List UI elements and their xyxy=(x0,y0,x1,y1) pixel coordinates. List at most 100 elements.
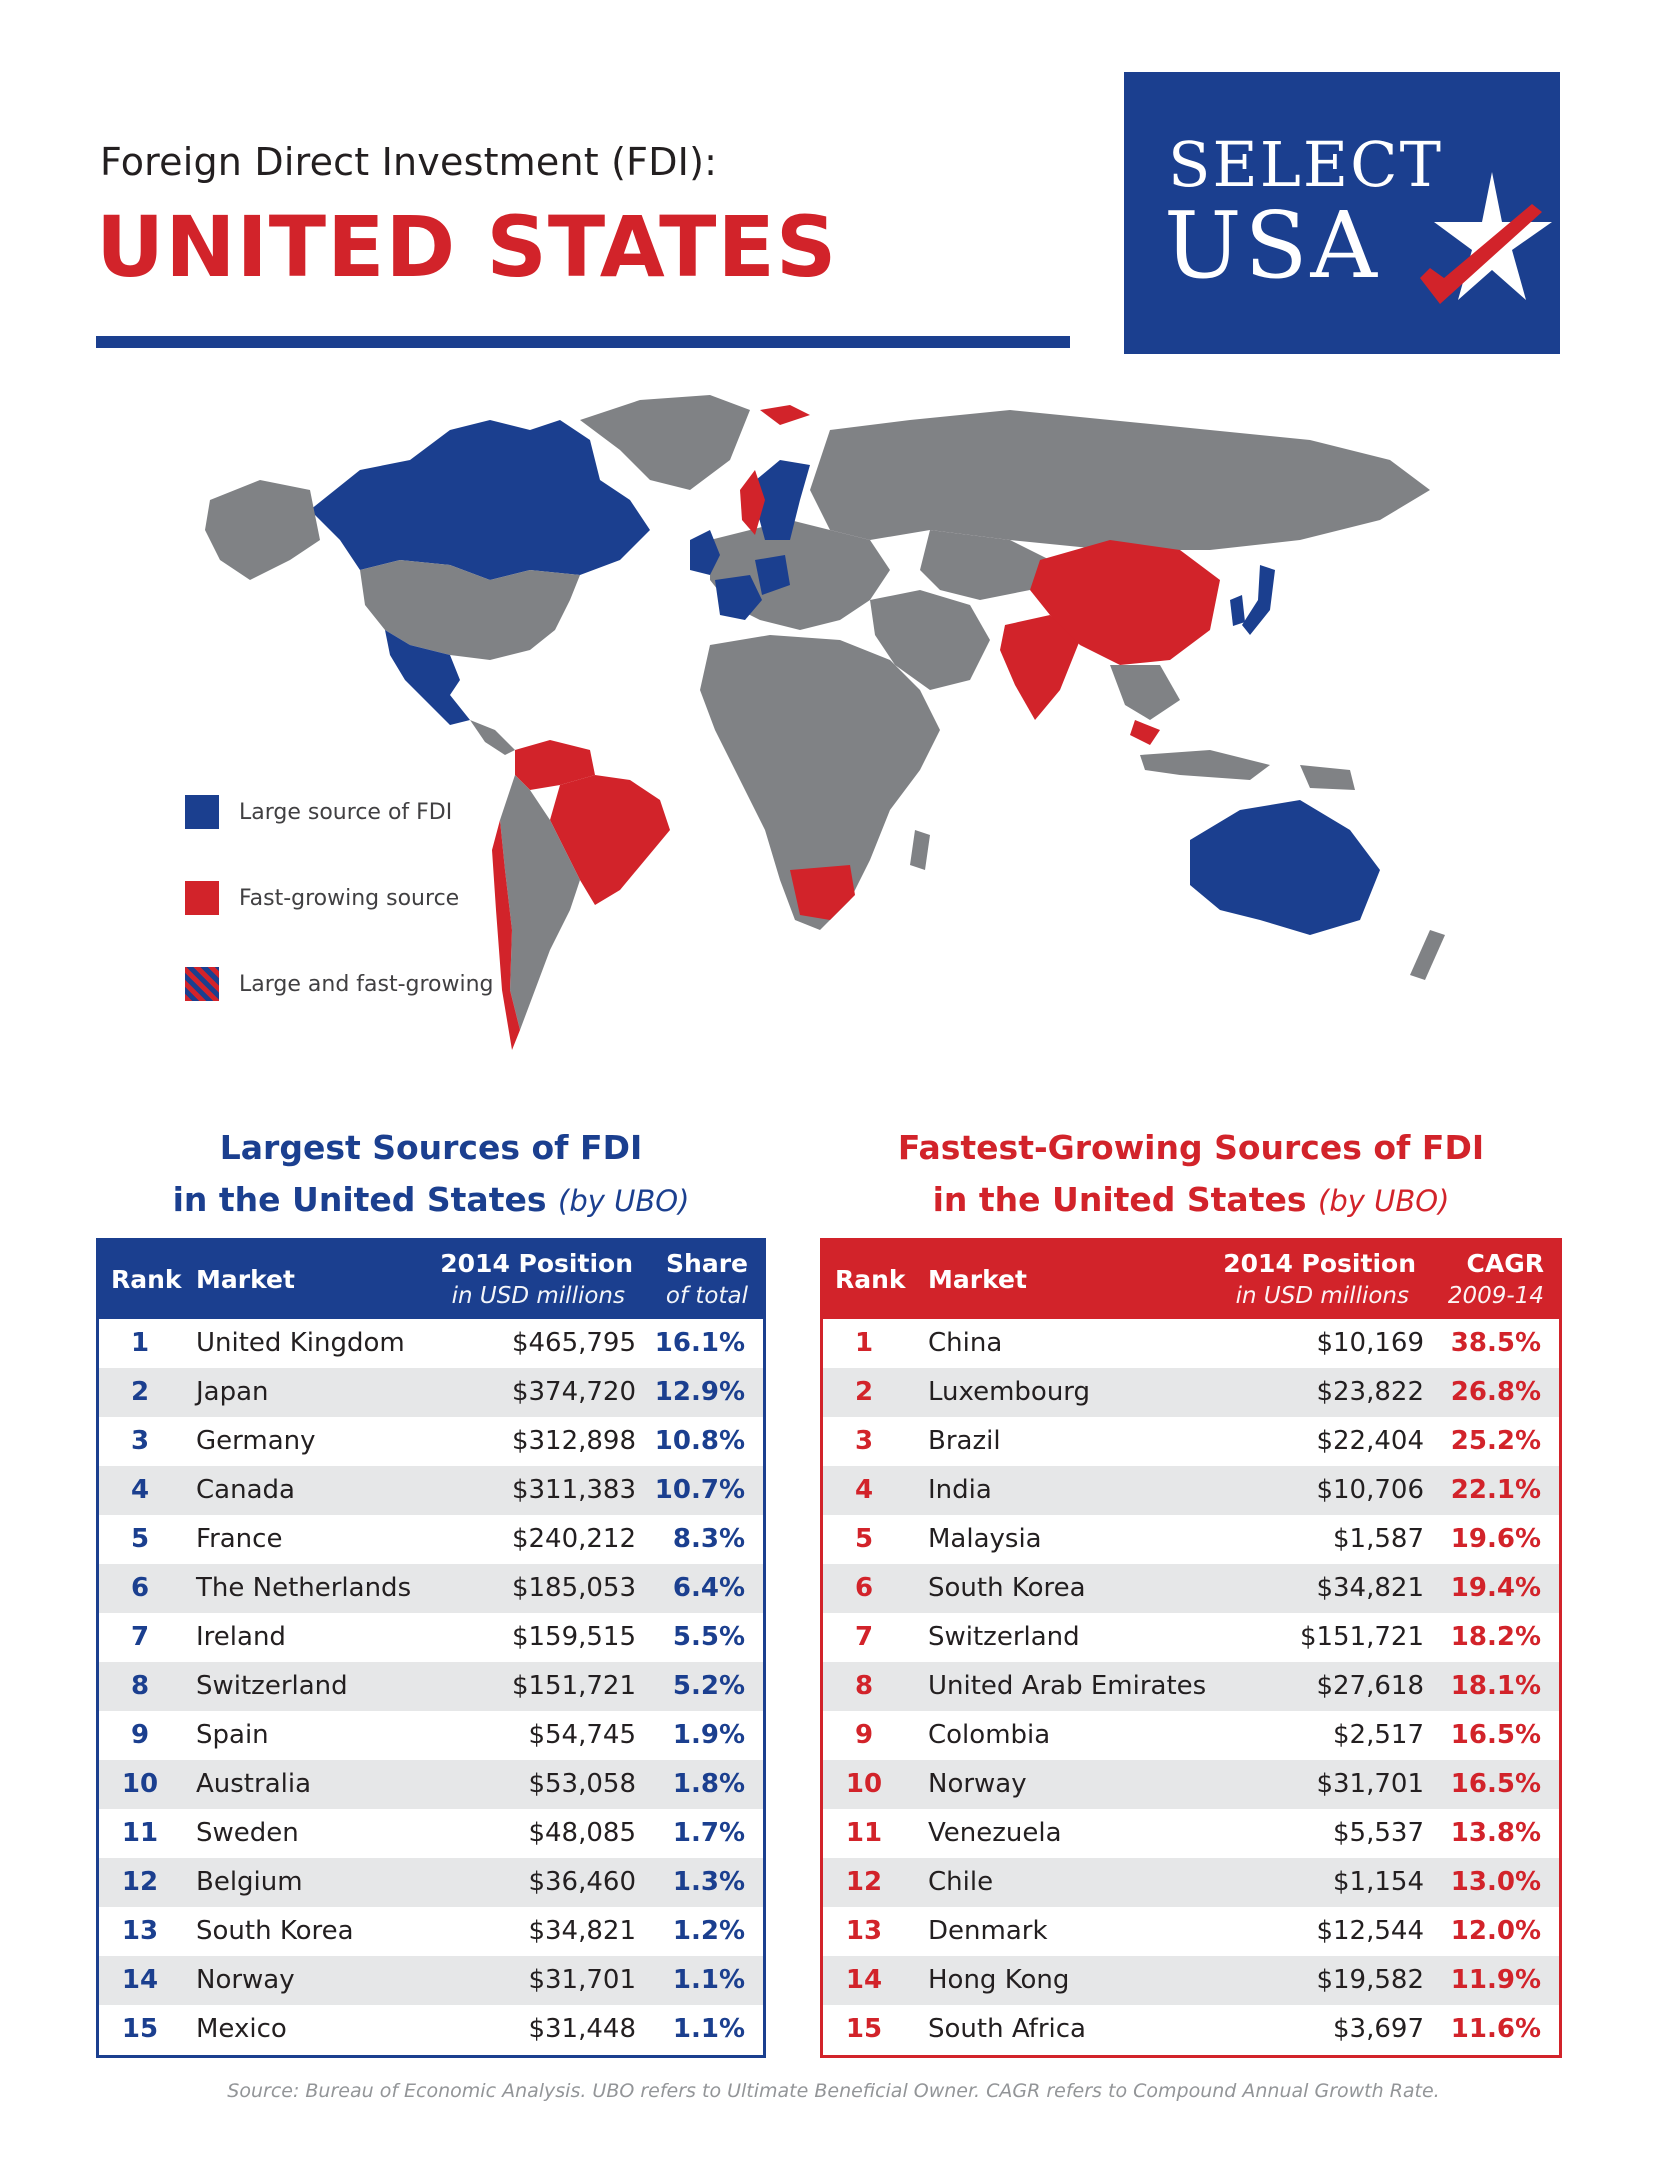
table-row: 14 Hong Kong $19,582 11.9% xyxy=(823,1956,1559,2005)
map-mexico xyxy=(385,630,470,725)
cagr-cell: 12.0% xyxy=(1450,1916,1541,1946)
rank-cell: 10 xyxy=(845,1769,883,1799)
map-colombia-venezuela xyxy=(515,740,595,790)
table-row: 8 United Arab Emirates $27,618 18.1% xyxy=(823,1662,1559,1711)
rank-cell: 10 xyxy=(121,1769,159,1799)
legend-label: Large and fast-growing xyxy=(239,971,494,997)
position-cell: $48,085 xyxy=(528,1818,636,1848)
map-indonesia xyxy=(1140,750,1270,780)
rank-cell: 1 xyxy=(130,1328,150,1358)
rank-cell: 3 xyxy=(854,1426,874,1456)
legend-item-large: Large source of FDI xyxy=(185,795,452,829)
cagr-cell: 38.5% xyxy=(1450,1328,1541,1358)
map-malaysia xyxy=(1130,720,1160,745)
map-south-africa xyxy=(790,865,855,920)
table-row: 11 Venezuela $5,537 13.8% xyxy=(823,1809,1559,1858)
market-cell: South Korea xyxy=(928,1573,1086,1603)
position-cell: $19,582 xyxy=(1316,1965,1424,1995)
cagr-cell: 25.2% xyxy=(1450,1426,1541,1456)
cagr-cell: 16.5% xyxy=(1450,1769,1541,1799)
position-cell: $312,898 xyxy=(511,1426,636,1456)
table-row: 6 The Netherlands $185,053 6.4% xyxy=(99,1564,763,1613)
market-cell: The Netherlands xyxy=(196,1573,412,1603)
rank-cell: 9 xyxy=(854,1720,874,1750)
col-share-subheader: of total xyxy=(665,1283,748,1309)
legend-item-both: Large and fast-growing xyxy=(185,967,494,1001)
col-position-header: 2014 Position xyxy=(440,1249,633,1278)
col-market-header: Market xyxy=(928,1265,1027,1294)
rank-cell: 14 xyxy=(845,1965,883,1995)
market-cell: Luxembourg xyxy=(928,1377,1091,1407)
legend-label: Large source of FDI xyxy=(239,799,453,825)
share-cell: 1.9% xyxy=(672,1720,745,1750)
position-cell: $3,697 xyxy=(1333,2014,1424,2044)
market-cell: Brazil xyxy=(928,1426,1001,1456)
rank-cell: 8 xyxy=(130,1671,150,1701)
position-cell: $159,515 xyxy=(511,1622,636,1652)
map-india xyxy=(1000,615,1080,720)
rank-cell: 4 xyxy=(130,1475,150,1505)
position-cell: $311,383 xyxy=(511,1475,636,1505)
cagr-cell: 11.6% xyxy=(1450,2014,1541,2044)
rank-cell: 2 xyxy=(130,1377,150,1407)
table-row: 10 Norway $31,701 16.5% xyxy=(823,1760,1559,1809)
rank-cell: 1 xyxy=(854,1328,874,1358)
table-row: 1 United Kingdom $465,795 16.1% xyxy=(99,1319,763,1368)
table-row: 4 India $10,706 22.1% xyxy=(823,1466,1559,1515)
market-cell: South Africa xyxy=(928,2014,1086,2044)
select-usa-logo: SELECT USA xyxy=(1124,72,1560,354)
position-cell: $27,618 xyxy=(1316,1671,1424,1701)
rank-cell: 3 xyxy=(130,1426,150,1456)
share-cell: 1.1% xyxy=(672,2014,745,2044)
table-body: 1 United Kingdom $465,795 16.1% 2 Japan $374,7… xyxy=(99,1319,763,2054)
position-cell: $31,701 xyxy=(1316,1769,1424,1799)
map-chile xyxy=(492,820,520,1050)
map-germany xyxy=(755,555,790,595)
map-alaska xyxy=(205,480,320,580)
cagr-cell: 13.8% xyxy=(1450,1818,1541,1848)
map-central-asia xyxy=(920,530,1050,600)
map-russia xyxy=(810,410,1430,550)
table-row: 13 South Korea $34,821 1.2% xyxy=(99,1907,763,1956)
cagr-cell: 11.9% xyxy=(1450,1965,1541,1995)
left-title-note: (by UBO) xyxy=(558,1184,690,1218)
rank-cell: 14 xyxy=(121,1965,159,1995)
position-cell: $23,822 xyxy=(1316,1377,1424,1407)
rank-cell: 12 xyxy=(845,1867,883,1897)
table-row: 3 Germany $312,898 10.8% xyxy=(99,1417,763,1466)
position-cell: $5,537 xyxy=(1333,1818,1424,1848)
share-cell: 1.2% xyxy=(672,1916,745,1946)
map-canada xyxy=(310,420,650,580)
table-row: 13 Denmark $12,544 12.0% xyxy=(823,1907,1559,1956)
share-cell: 1.1% xyxy=(672,1965,745,1995)
position-cell: $12,544 xyxy=(1316,1916,1424,1946)
map-south-america-west xyxy=(500,775,580,1030)
table-header: Rank Market 2014 Position in USD million… xyxy=(99,1241,763,1319)
rank-cell: 5 xyxy=(854,1524,874,1554)
table-row: 4 Canada $311,383 10.7% xyxy=(99,1466,763,1515)
rank-cell: 7 xyxy=(854,1622,874,1652)
table-row: 11 Sweden $48,085 1.7% xyxy=(99,1809,763,1858)
table-header: Rank Market 2014 Position in USD million… xyxy=(823,1241,1559,1319)
table-row: 2 Luxembourg $23,822 26.8% xyxy=(823,1368,1559,1417)
position-cell: $1,587 xyxy=(1333,1524,1424,1554)
table-row: 1 China $10,169 38.5% xyxy=(823,1319,1559,1368)
map-middle-east xyxy=(870,590,990,690)
position-cell: $2,517 xyxy=(1333,1720,1424,1750)
rank-cell: 15 xyxy=(121,2014,159,2044)
col-position-header: 2014 Position xyxy=(1223,1249,1416,1278)
position-cell: $151,721 xyxy=(511,1671,636,1701)
right-section-title: Fastest-Growing Sources of FDI in the Un… xyxy=(820,1122,1562,1227)
market-cell: United Kingdom xyxy=(196,1328,405,1358)
left-title-line2-wrap: in the United States (by UBO) xyxy=(96,1174,766,1227)
market-cell: United Arab Emirates xyxy=(928,1671,1207,1701)
cagr-cell: 22.1% xyxy=(1450,1475,1541,1505)
map-korea xyxy=(1230,595,1245,626)
map-central-america xyxy=(470,720,515,755)
cagr-cell: 13.0% xyxy=(1450,1867,1541,1897)
position-cell: $240,212 xyxy=(511,1524,636,1554)
market-cell: Sweden xyxy=(196,1818,299,1848)
market-cell: Belgium xyxy=(196,1867,303,1897)
table-body: 1 China $10,169 38.5% 2 Luxembourg $23,822 26.8… xyxy=(823,1319,1559,2054)
rank-cell: 5 xyxy=(130,1524,150,1554)
